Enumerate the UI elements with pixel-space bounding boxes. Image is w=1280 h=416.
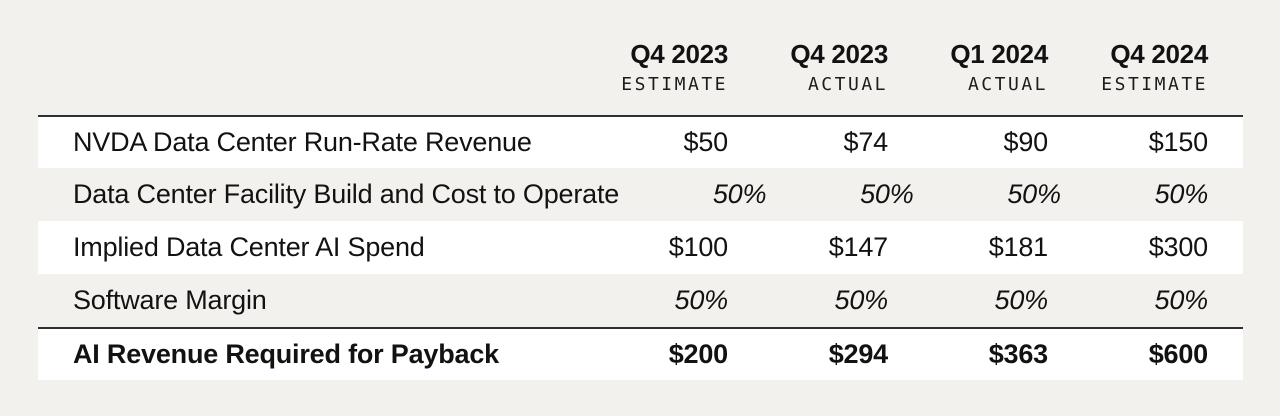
payback-table: Q4 2023 ESTIMATE Q4 2023 ACTUAL Q1 2024 ACTUA… bbox=[38, 0, 1243, 380]
value-cell: $150 bbox=[1148, 127, 1208, 157]
column-period-label: Q1 2024 bbox=[950, 39, 1048, 69]
header-cell: Q4 2024 ESTIMATE bbox=[1048, 40, 1208, 115]
table-body: NVDA Data Center Run-Rate Revenue $50 $74 $… bbox=[38, 115, 1243, 380]
header-cell: Q4 2023 ESTIMATE bbox=[568, 40, 728, 115]
column-period-label: Q4 2023 bbox=[630, 39, 728, 69]
table-row: Software Margin 50% 50% 50% 50% bbox=[38, 274, 1243, 327]
value-cell: $147 bbox=[828, 232, 888, 262]
value-cell: $200 bbox=[668, 339, 728, 369]
header-cell: Q1 2024 ACTUAL bbox=[888, 40, 1048, 115]
column-qualifier-label: ESTIMATE bbox=[621, 74, 728, 95]
row-label: Software Margin bbox=[73, 285, 267, 315]
value-cell: $300 bbox=[1148, 232, 1208, 262]
column-qualifier-label: ACTUAL bbox=[807, 74, 888, 95]
column-qualifier-label: ACTUAL bbox=[967, 74, 1048, 95]
value-cell: $100 bbox=[668, 232, 728, 262]
value-cell: 50% bbox=[1154, 285, 1209, 315]
table-row: Data Center Facility Build and Cost to O… bbox=[38, 168, 1243, 221]
value-cell: $363 bbox=[988, 339, 1048, 369]
row-label: Data Center Facility Build and Cost to O… bbox=[73, 179, 620, 209]
column-qualifier-label: ESTIMATE bbox=[1101, 74, 1208, 95]
value-cell: $294 bbox=[828, 339, 888, 369]
value-cell: $600 bbox=[1148, 339, 1208, 369]
value-cell: 50% bbox=[1154, 179, 1209, 209]
table-row: Implied Data Center AI Spend $100 $147 $181… bbox=[38, 221, 1243, 274]
value-cell: 50% bbox=[1007, 179, 1061, 209]
column-period-label: Q4 2024 bbox=[1110, 39, 1208, 69]
value-cell: 50% bbox=[834, 285, 889, 315]
value-cell: 50% bbox=[994, 285, 1049, 315]
value-cell: 50% bbox=[674, 285, 729, 315]
table-row: AI Revenue Required for Payback $200 $294 $… bbox=[38, 327, 1243, 380]
header-cell: Q4 2023 ACTUAL bbox=[728, 40, 888, 115]
value-cell: $74 bbox=[843, 127, 889, 157]
value-cell: $181 bbox=[988, 232, 1048, 262]
value-cell: $90 bbox=[1003, 127, 1049, 157]
column-period-label: Q4 2023 bbox=[790, 39, 888, 69]
table-header-row: Q4 2023 ESTIMATE Q4 2023 ACTUAL Q1 2024 ACTUA… bbox=[38, 0, 1243, 115]
table-row: NVDA Data Center Run-Rate Revenue $50 $74 $… bbox=[38, 115, 1243, 168]
value-cell: 50% bbox=[860, 179, 914, 209]
value-cell: 50% bbox=[712, 179, 767, 209]
row-label: Implied Data Center AI Spend bbox=[73, 232, 425, 262]
row-label: NVDA Data Center Run-Rate Revenue bbox=[73, 127, 532, 157]
value-cell: $50 bbox=[683, 127, 729, 157]
row-label: AI Revenue Required for Payback bbox=[73, 339, 499, 369]
